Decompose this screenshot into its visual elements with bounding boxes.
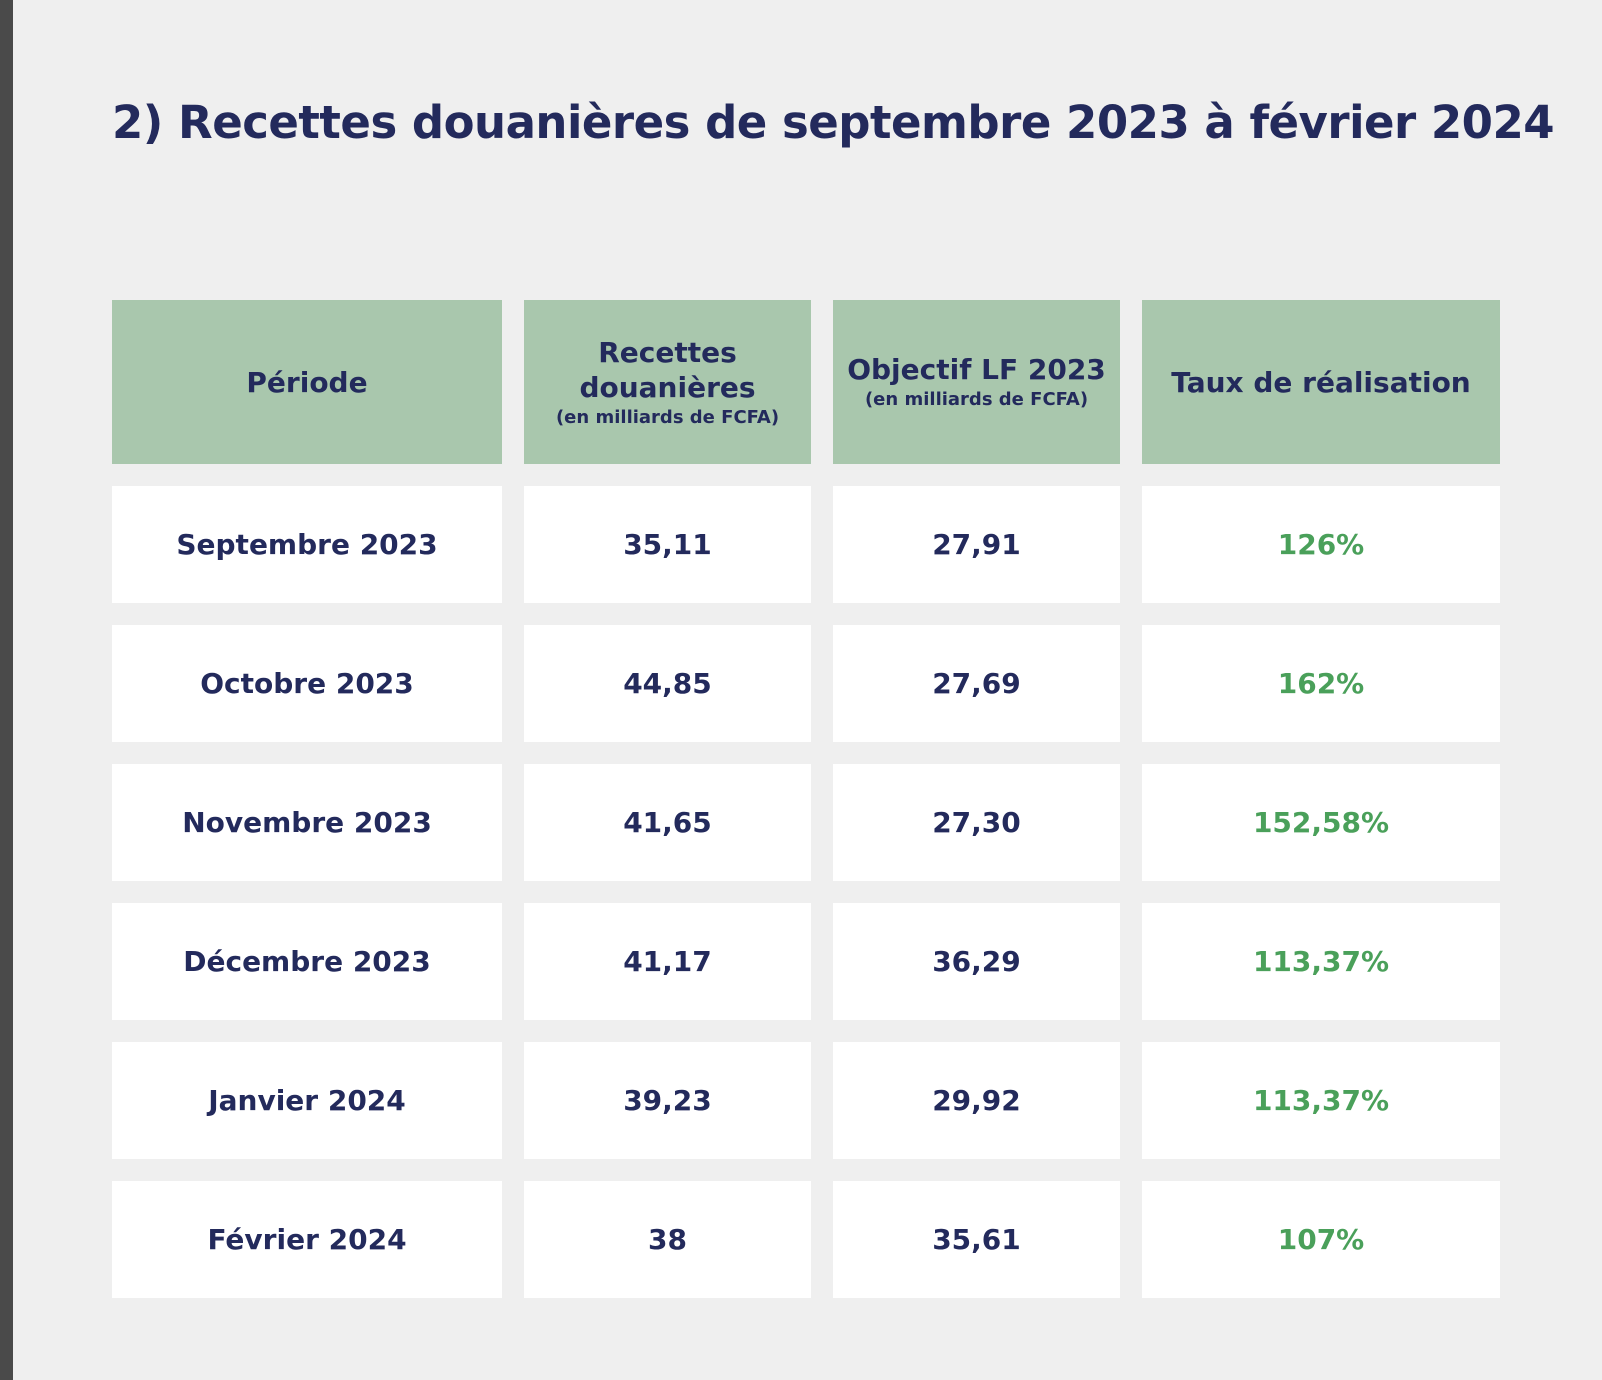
cell-taux: 126% <box>1142 486 1500 603</box>
cell-objectif: 27,69 <box>833 625 1120 742</box>
page-title: 2) Recettes douanières de septembre 2023… <box>112 96 1555 149</box>
header-objectif-label: Objectif LF 2023 <box>847 353 1106 387</box>
cell-recettes: 44,85 <box>524 625 811 742</box>
cell-periode: Septembre 2023 <box>112 486 502 603</box>
header-taux: Taux de réalisation <box>1142 300 1500 464</box>
header-periode: Période <box>112 300 502 464</box>
document-page: 2) Recettes douanières de septembre 2023… <box>13 0 1602 1380</box>
cell-objectif: 29,92 <box>833 1042 1120 1159</box>
header-recettes-label: Recettes douanières <box>579 335 756 404</box>
cell-recettes: 41,17 <box>524 903 811 1020</box>
cell-recettes: 41,65 <box>524 764 811 881</box>
cell-taux: 162% <box>1142 625 1500 742</box>
header-recettes: Recettes douanières (en milliards de FCF… <box>524 300 811 464</box>
cell-objectif: 27,30 <box>833 764 1120 881</box>
cell-periode: Octobre 2023 <box>112 625 502 742</box>
header-objectif: Objectif LF 2023 (en milliards de FCFA) <box>833 300 1120 464</box>
header-taux-label: Taux de réalisation <box>1171 365 1471 399</box>
header-objectif-unit: (en milliards de FCFA) <box>864 389 1089 411</box>
cell-recettes: 35,11 <box>524 486 811 603</box>
cell-objectif: 36,29 <box>833 903 1120 1020</box>
cell-recettes: 38 <box>524 1181 811 1298</box>
header-recettes-unit: (en milliards de FCFA) <box>555 406 780 428</box>
cell-recettes: 39,23 <box>524 1042 811 1159</box>
customs-revenue-table: Période Recettes douanières (en milliard… <box>112 300 1500 1298</box>
cell-taux: 107% <box>1142 1181 1500 1298</box>
cell-periode: Novembre 2023 <box>112 764 502 881</box>
cell-taux: 152,58% <box>1142 764 1500 881</box>
cell-objectif: 35,61 <box>833 1181 1120 1298</box>
header-periode-label: Période <box>246 365 368 399</box>
cell-periode: Décembre 2023 <box>112 903 502 1020</box>
cell-taux: 113,37% <box>1142 903 1500 1020</box>
cell-objectif: 27,91 <box>833 486 1120 603</box>
cell-periode: Janvier 2024 <box>112 1042 502 1159</box>
cell-taux: 113,37% <box>1142 1042 1500 1159</box>
cell-periode: Février 2024 <box>112 1181 502 1298</box>
